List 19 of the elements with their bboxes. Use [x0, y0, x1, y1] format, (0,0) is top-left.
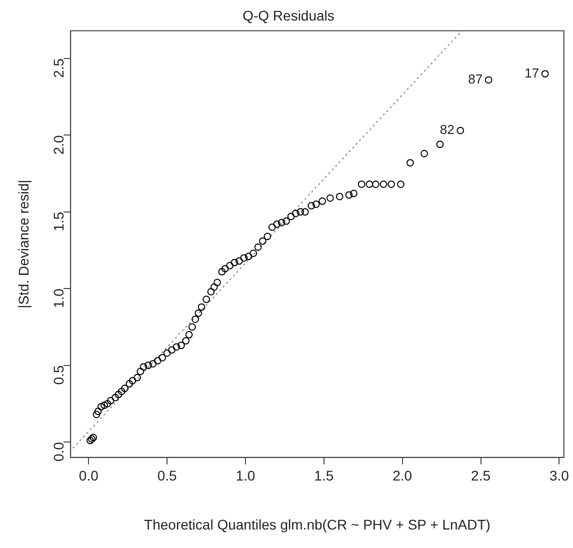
y-tick-label: 0.0	[50, 442, 66, 462]
x-tick-label: 1.5	[314, 468, 334, 484]
y-tick-label: 0.5	[50, 365, 66, 385]
annotation: 87	[468, 71, 483, 86]
x-tick-label: 2.0	[392, 468, 412, 484]
chart-title: Q-Q Residuals	[242, 7, 334, 24]
x-tick-label: 2.5	[471, 468, 491, 484]
y-axis-title: |Std. Deviance resid|	[15, 180, 32, 308]
y-tick-label: 2.5	[50, 58, 66, 78]
y-tick-label: 1.5	[50, 212, 66, 232]
x-tick-label: 0.0	[78, 468, 99, 484]
x-tick-label: 3.0	[549, 468, 570, 484]
x-axis-title: Theoretical Quantiles glm.nb(CR ~ PHV + SP + LnADT)	[144, 516, 490, 532]
x-tick-label: 1.0	[236, 468, 256, 484]
y-tick-label: 1.0	[50, 288, 66, 308]
x-tick-label: 0.5	[157, 468, 178, 484]
annotation: 17	[524, 65, 540, 80]
y-tick-label: 2.0	[50, 134, 66, 155]
annotation: 82	[440, 122, 454, 138]
